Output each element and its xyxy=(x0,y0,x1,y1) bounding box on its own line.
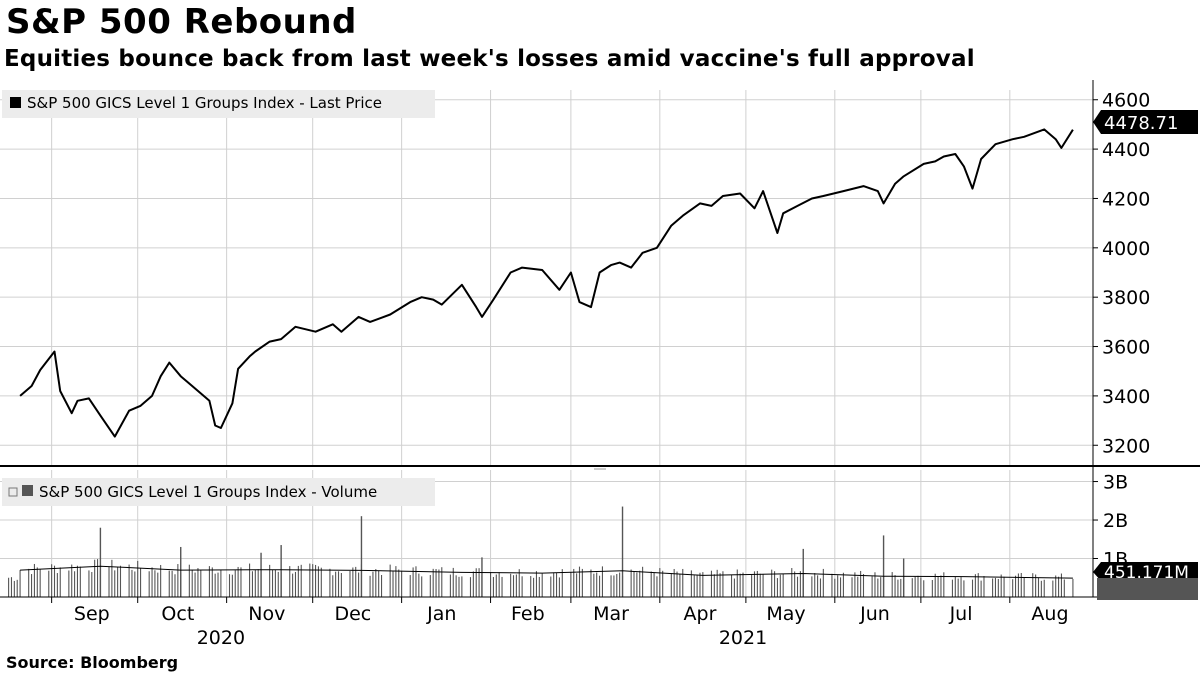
year-label: 2021 xyxy=(719,627,767,649)
month-label: Nov xyxy=(248,603,285,625)
volume-legend-label: S&P 500 GICS Level 1 Groups Index - Volu… xyxy=(39,483,377,501)
volume-last-value-text: 451.171M xyxy=(1104,563,1189,583)
month-label: Jan xyxy=(426,603,456,625)
volume-last-value-label: 451.171M xyxy=(1093,562,1198,600)
month-label: Aug xyxy=(1031,603,1068,625)
price-tick-label: 3600 xyxy=(1102,337,1150,359)
year-label: 2020 xyxy=(197,627,245,649)
price-tick-label: 3400 xyxy=(1102,386,1150,408)
chart-subtitle: Equities bounce back from last week's lo… xyxy=(4,46,975,72)
volume-tick-label: 3B xyxy=(1103,472,1128,494)
price-legend-label: S&P 500 GICS Level 1 Groups Index - Last… xyxy=(27,94,382,112)
price-y-tick-labels: 3200 3400 3600 3800 4000 4200 4400 4600 xyxy=(1093,90,1150,457)
price-last-value-text: 4478.71 xyxy=(1104,113,1178,134)
price-tick-label: 3200 xyxy=(1102,435,1150,457)
price-last-value-label: 4478.71 xyxy=(1093,110,1198,134)
volume-average-line xyxy=(20,565,1073,579)
price-legend-bg xyxy=(2,90,435,118)
price-tick-label: 4600 xyxy=(1102,90,1150,112)
volume-zero-box xyxy=(1097,578,1198,600)
x-year-labels: 2020 2021 xyxy=(197,627,767,649)
price-grid xyxy=(0,99,1093,446)
price-line-path xyxy=(19,128,1074,438)
price-tick-label: 4200 xyxy=(1102,188,1150,210)
volume-legend-expand-icon[interactable] xyxy=(8,487,18,497)
volume-legend: S&P 500 GICS Level 1 Groups Index - Volu… xyxy=(2,478,435,506)
price-tick-label: 3800 xyxy=(1102,287,1150,309)
chart-title: S&P 500 Rebound xyxy=(6,2,357,42)
price-series xyxy=(19,128,1074,438)
price-tick-label: 4000 xyxy=(1102,238,1150,260)
month-label: Dec xyxy=(334,603,371,625)
price-tick-label: 4400 xyxy=(1102,139,1150,161)
volume-tick-label: 2B xyxy=(1103,510,1128,532)
x-month-labels: Sep Oct Nov Dec Jan Feb Mar Apr May Jun Jul Aug xyxy=(74,603,1069,625)
month-label: Feb xyxy=(511,603,545,625)
source-note: Source: Bloomberg xyxy=(6,653,179,672)
month-label: May xyxy=(766,603,805,625)
month-label: Sep xyxy=(74,603,110,625)
price-legend: S&P 500 GICS Level 1 Groups Index - Last… xyxy=(2,90,435,118)
volume-legend-bg xyxy=(2,478,435,506)
month-label: Jun xyxy=(859,603,890,625)
month-label: Jul xyxy=(949,603,973,625)
month-label: Oct xyxy=(161,603,194,625)
x-gridlines xyxy=(51,90,1011,603)
volume-bars xyxy=(8,506,1074,597)
month-label: Apr xyxy=(684,603,717,625)
month-label: Mar xyxy=(593,603,629,625)
volume-average-path xyxy=(20,565,1073,579)
axes xyxy=(0,80,1200,598)
price-legend-swatch xyxy=(10,97,21,108)
volume-legend-swatch xyxy=(22,485,33,496)
